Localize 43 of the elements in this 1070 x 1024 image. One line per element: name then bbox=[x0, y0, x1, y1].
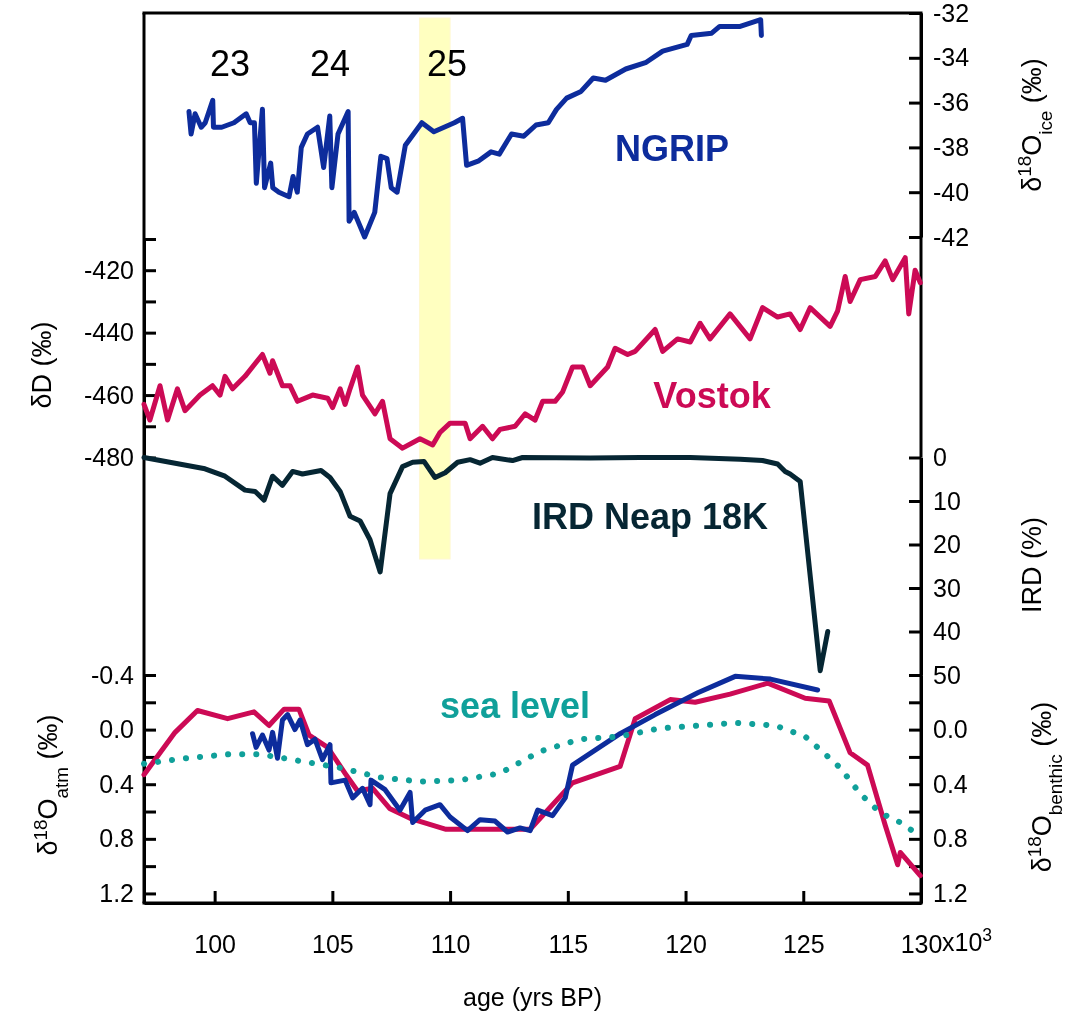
annotation: 24 bbox=[309, 42, 351, 84]
y2-tick-label: 50 bbox=[933, 660, 961, 689]
y-tick-label: 0.0 bbox=[99, 715, 134, 744]
y2-tick-label: 1.2 bbox=[933, 878, 968, 907]
y2-tick-label: -40 bbox=[933, 177, 970, 206]
series-label: Vostok bbox=[653, 374, 772, 416]
annotation: 23 bbox=[209, 42, 251, 84]
y-tick-label: 0.4 bbox=[99, 769, 135, 798]
x-tick-label: 110 bbox=[430, 929, 471, 958]
x-tick-label: 100 bbox=[194, 929, 236, 958]
y2-tick-label: 30 bbox=[933, 573, 961, 602]
y-axis-title: δD (‰) bbox=[27, 321, 58, 409]
x-tick-label: 125 bbox=[782, 929, 825, 958]
y-tick-label: -440 bbox=[83, 318, 134, 347]
y-tick-label: 1.2 bbox=[99, 878, 134, 907]
y-tick-label: 0.8 bbox=[99, 824, 134, 853]
y-tick-label: -420 bbox=[83, 255, 134, 284]
series-label: NGRIP bbox=[614, 127, 730, 169]
y2-tick-label: 0 bbox=[933, 443, 947, 471]
y2-tick-label: 0.4 bbox=[933, 769, 968, 798]
y2-axis-title: IRD (%) bbox=[1017, 517, 1048, 613]
y2-tick-label: -32 bbox=[933, 0, 970, 27]
x-tick-label: 105 bbox=[312, 929, 354, 958]
y2-tick-label: -34 bbox=[933, 43, 970, 72]
y2-tick-label: 20 bbox=[933, 530, 961, 558]
text: x10$^{3}$ bbox=[942, 925, 993, 956]
y2-tick-label: -38 bbox=[933, 132, 970, 161]
x-tick-label: 120 bbox=[665, 929, 707, 958]
y2-tick-label: 0.8 bbox=[933, 824, 968, 853]
annotation: 25 bbox=[426, 42, 468, 84]
y2-tick-label: 10 bbox=[933, 486, 961, 515]
series-label: IRD Neap 18K bbox=[531, 495, 769, 537]
x-tick-label: 115 bbox=[548, 929, 589, 958]
y2-tick-label: -36 bbox=[933, 88, 970, 117]
y2-tick-label: -42 bbox=[933, 222, 970, 251]
x-axis-title: age (yrs BP) bbox=[463, 983, 602, 1011]
series-label: sea level bbox=[439, 684, 591, 726]
y-tick-label: -0.4 bbox=[90, 660, 135, 689]
y-tick-label: -460 bbox=[83, 380, 134, 409]
y2-tick-label: 40 bbox=[933, 617, 961, 645]
y2-tick-label: 0.0 bbox=[933, 715, 968, 744]
y-tick-label: -480 bbox=[83, 443, 134, 471]
x-tick-label: 130 bbox=[900, 929, 943, 958]
